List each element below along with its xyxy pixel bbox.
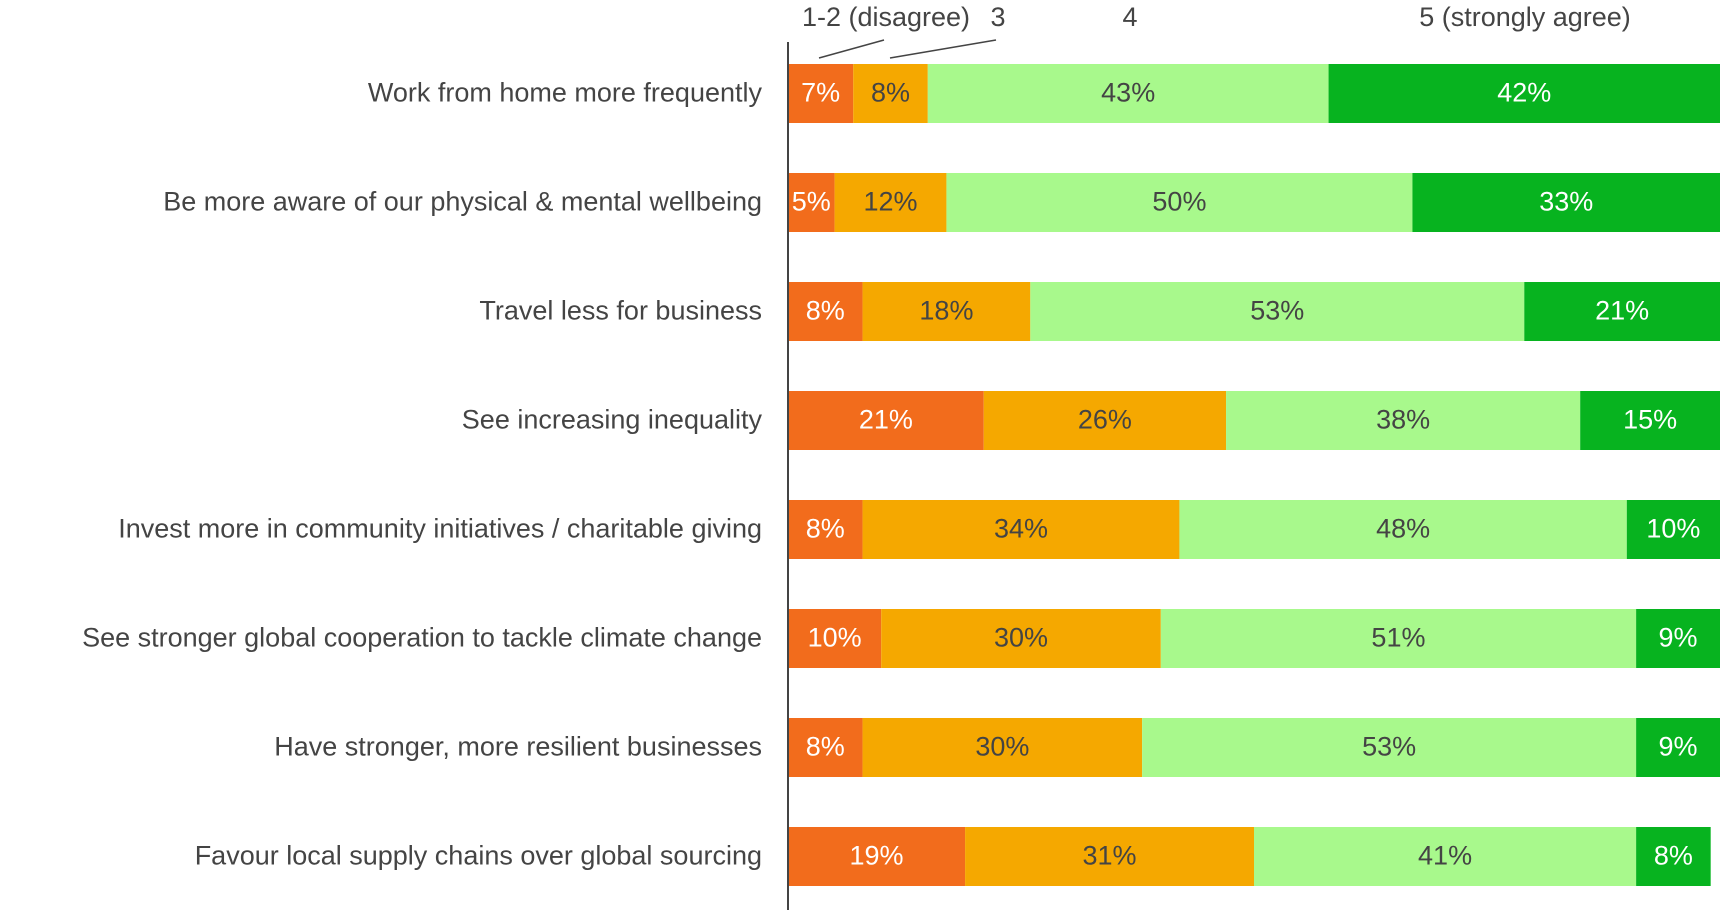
bar-segment [1580,391,1720,450]
category-label: Travel less for business [479,296,762,326]
bar-segment [788,282,863,341]
bar-segment [983,391,1227,450]
category-label: See stronger global cooperation to tackl… [82,623,762,653]
value-label: 51% [1371,623,1425,653]
value-label: 10% [1646,514,1700,544]
legend-label: 1-2 (disagree) [802,2,970,32]
bar-segment [788,609,882,668]
bar-segment [788,827,966,886]
value-label: 33% [1539,187,1593,217]
value-label: 34% [994,514,1048,544]
value-label: 31% [1083,841,1137,871]
category-label: Be more aware of our physical & mental w… [163,187,762,217]
value-label: 5% [792,187,831,217]
bar-segment [1626,500,1720,559]
bar-segment [1179,500,1627,559]
bar-segment [1636,827,1711,886]
value-label: 8% [806,732,845,762]
value-label: 53% [1250,296,1304,326]
bar-segment [927,64,1329,123]
bar-segment [834,173,947,232]
value-label: 30% [975,732,1029,762]
bar-segment [788,718,863,777]
value-label: 18% [919,296,973,326]
legend-label: 5 (strongly agree) [1419,2,1631,32]
value-label: 53% [1362,732,1416,762]
bar-segment [1328,64,1720,123]
bar-segment [788,64,854,123]
bar-segment [881,609,1161,668]
legend-label: 4 [1122,2,1137,32]
value-label: 9% [1659,732,1698,762]
category-label: See increasing inequality [462,405,763,435]
bar-segment [862,282,1031,341]
value-label: 8% [1654,841,1693,871]
bar-segment [788,500,863,559]
bar-segment [946,173,1413,232]
category-label: Favour local supply chains over global s… [195,841,762,871]
bar-segment [1142,718,1637,777]
bar-segment [1524,282,1720,341]
category-label: Invest more in community initiatives / c… [118,514,762,544]
bar-segment [788,391,984,450]
value-label: 8% [806,514,845,544]
value-label: 15% [1623,405,1677,435]
bar-segment [853,64,928,123]
legend-leader [818,39,885,59]
value-label: 43% [1101,78,1155,108]
value-label: 21% [1595,296,1649,326]
category-label: Work from home more frequently [368,78,763,108]
bar-segment [1030,282,1525,341]
bar-segment [862,500,1180,559]
value-label: 12% [863,187,917,217]
value-label: 48% [1376,514,1430,544]
value-label: 42% [1497,78,1551,108]
value-label: 50% [1152,187,1206,217]
bar-segment [1160,609,1637,668]
legend-leader [889,39,997,59]
bar-segment [788,173,835,232]
value-label: 8% [806,296,845,326]
bar-segment [1412,173,1720,232]
value-label: 38% [1376,405,1430,435]
value-label: 30% [994,623,1048,653]
legend-label: 3 [990,2,1005,32]
bar-segment [1636,718,1720,777]
value-label: 41% [1418,841,1472,871]
value-label: 7% [801,78,840,108]
category-label: Have stronger, more resilient businesses [274,732,762,762]
bar-segment [1226,391,1581,450]
value-label: 8% [871,78,910,108]
bar-segment [965,827,1254,886]
value-label: 19% [850,841,904,871]
value-label: 21% [859,405,913,435]
value-label: 10% [808,623,862,653]
value-label: 9% [1659,623,1698,653]
bar-segment [862,718,1143,777]
bar-segment [1636,609,1720,668]
bar-segment [1254,827,1637,886]
value-label: 26% [1078,405,1132,435]
